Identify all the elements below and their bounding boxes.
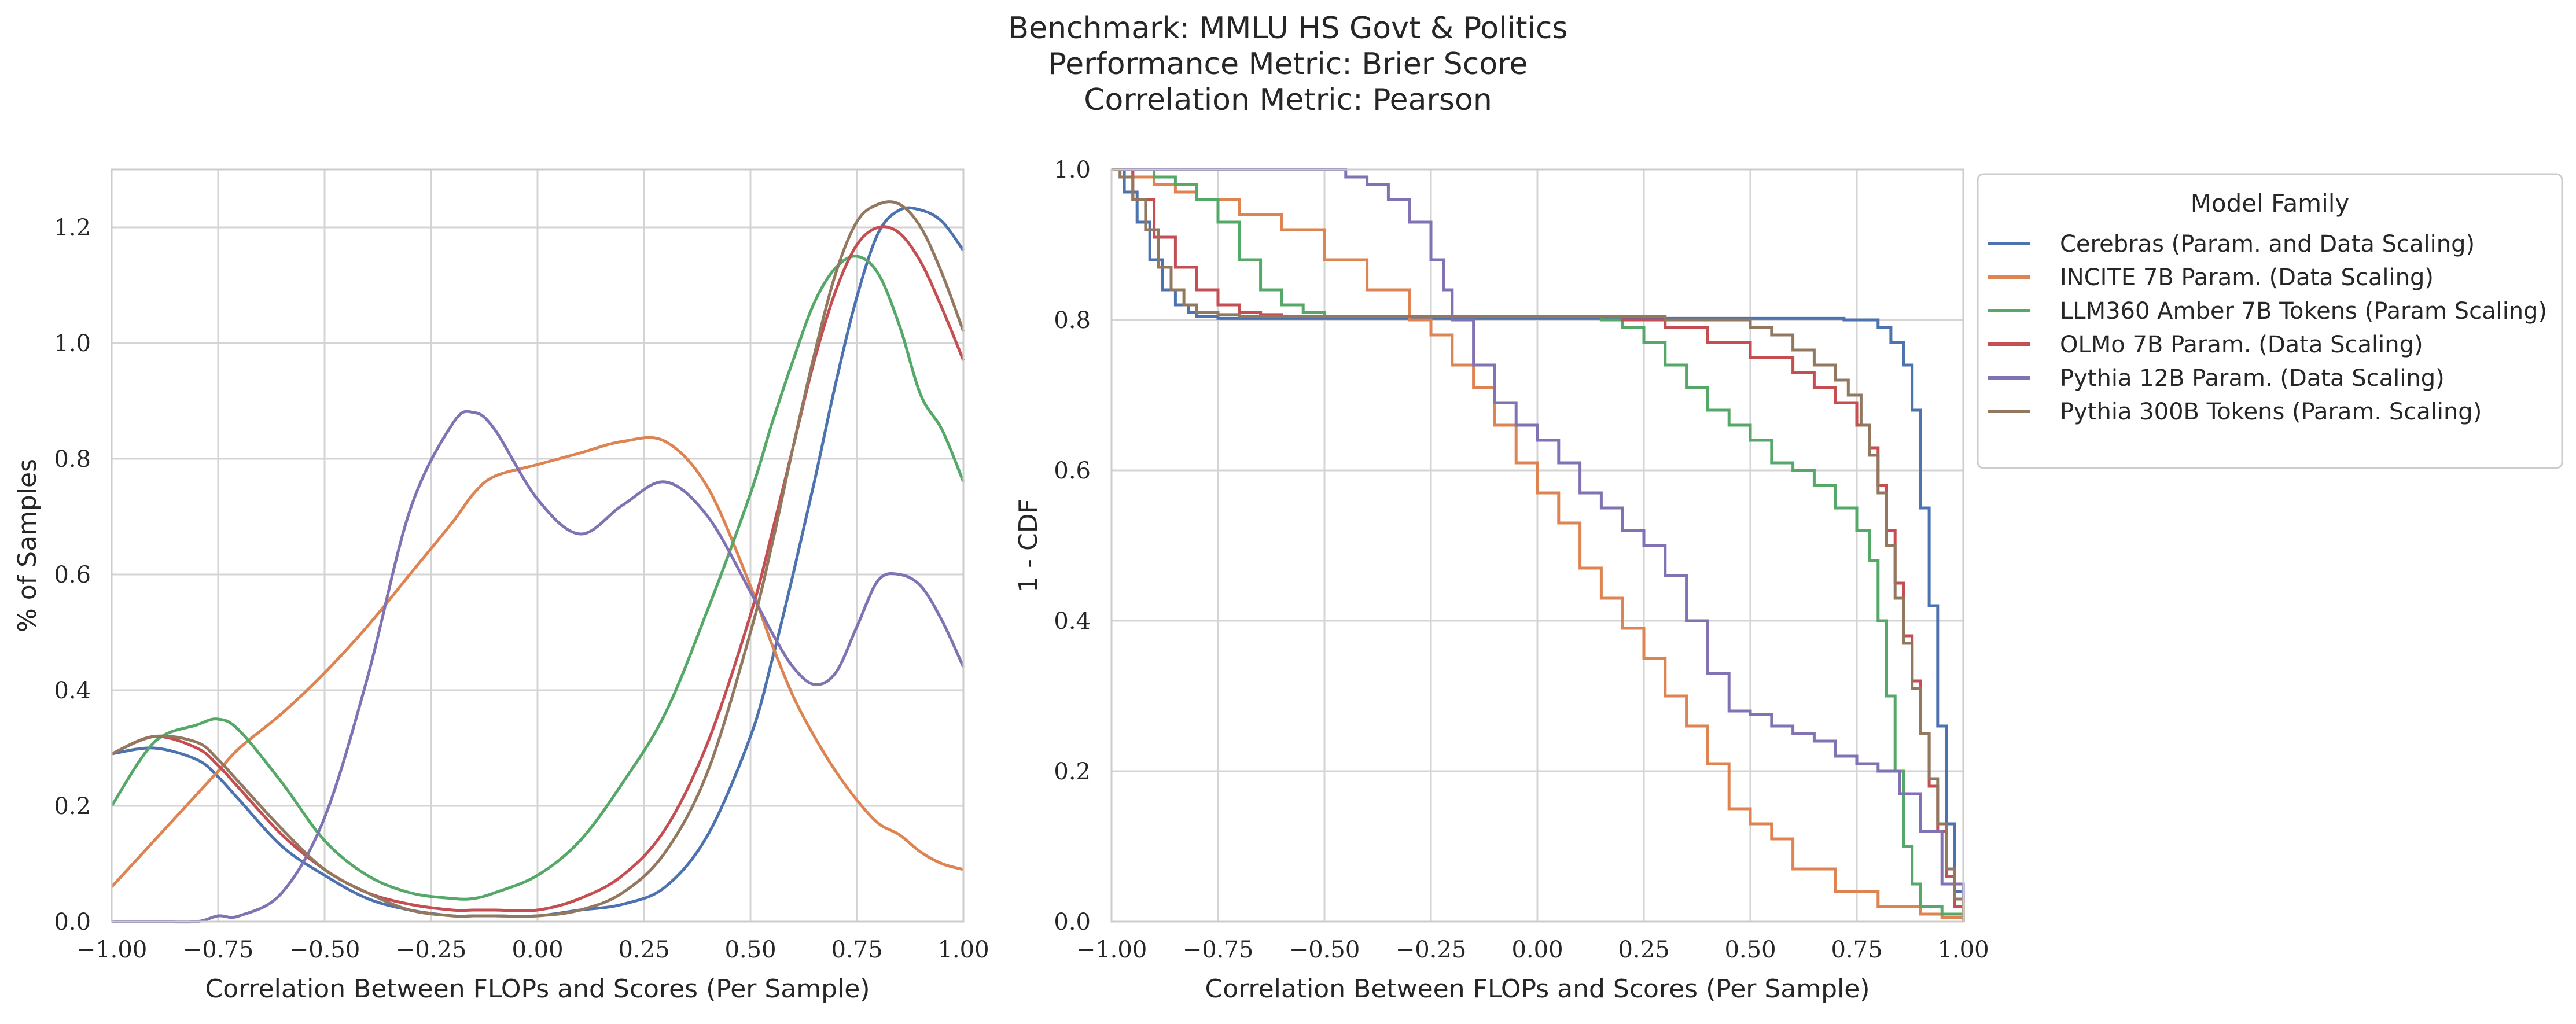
legend-label-cerebras-param-and-data-scaling: Cerebras (Param. and Data Scaling) xyxy=(2060,231,2475,257)
kde-x-tick-label: −0.50 xyxy=(289,937,360,963)
survival-y-tick-label: 0.6 xyxy=(1054,458,1091,484)
survival-line-pythia-300b-tokens-param-scaling xyxy=(1112,168,1965,922)
kde-y-tick-label: 0.0 xyxy=(54,909,91,935)
kde-x-tick-label: 0.00 xyxy=(511,937,563,963)
kde-line-incite-7b-param-data-scaling xyxy=(111,436,964,888)
survival-plot-frame xyxy=(1110,168,1964,923)
kde-x-tick-label: −1.00 xyxy=(76,937,148,963)
kde-x-tick-label: 0.75 xyxy=(831,937,882,963)
survival-x-tick-label: −1.00 xyxy=(1076,937,1147,963)
kde-x-ticks: −1.00 −0.75 −0.50 −0.25 0.00 0.25 0.50 0.75 1.00 xyxy=(76,937,989,963)
survival-grid xyxy=(1110,168,1964,923)
kde-y-tick-label: 0.2 xyxy=(54,793,91,820)
kde-y-tick-label: 1.0 xyxy=(54,330,91,357)
legend-title: Model Family xyxy=(2191,189,2350,218)
kde-y-tick-label: 0.8 xyxy=(54,446,91,473)
kde-y-tick-label: 1.2 xyxy=(54,215,91,241)
legend-box xyxy=(1977,173,2563,469)
survival-y-tick-label: 0.2 xyxy=(1054,758,1091,785)
survival-x-axis-label: Correlation Between FLOPs and Scores (Pe… xyxy=(1205,974,1870,1004)
kde-x-tick-label: 0.25 xyxy=(618,937,669,963)
survival-y-ticks: 0.0 0.2 0.4 0.6 0.8 1.0 xyxy=(1054,157,1091,935)
kde-y-tick-label: 0.4 xyxy=(54,677,91,704)
survival-x-tick-label: 1.00 xyxy=(1937,937,1989,963)
kde-chart: −1.00 −0.75 −0.50 −0.25 0.00 0.25 0.50 0.75 1.00… xyxy=(13,168,989,1004)
survival-x-ticks: −1.00 −0.75 −0.50 −0.25 0.00 0.25 0.50 0.75 1.00 xyxy=(1076,937,1989,963)
survival-x-tick-label: 0.00 xyxy=(1511,937,1563,963)
kde-line-pythia-12b-param-data-scaling xyxy=(111,410,965,924)
kde-grid xyxy=(111,170,965,923)
survival-y-axis-label: 1 - CDF xyxy=(1014,499,1043,592)
title-line-2: Performance Metric: Brier Score xyxy=(1048,47,1528,82)
kde-x-tick-label: −0.25 xyxy=(396,937,467,963)
survival-x-tick-label: 0.25 xyxy=(1618,937,1669,963)
legend: Model Family Cerebras (Param. and Data S… xyxy=(1977,173,2563,469)
legend-label-pythia-300b-tokens-param-scaling: Pythia 300B Tokens (Param. Scaling) xyxy=(2060,399,2482,425)
kde-y-axis-label: % of Samples xyxy=(13,459,42,632)
survival-x-tick-label: 0.50 xyxy=(1724,937,1776,963)
legend-label-incite-7b-param-data-scaling: INCITE 7B Param. (Data Scaling) xyxy=(2060,264,2434,291)
kde-x-tick-label: 1.00 xyxy=(937,937,989,963)
title-line-3: Correlation Metric: Pearson xyxy=(1084,83,1492,117)
survival-chart: −1.00 −0.75 −0.50 −0.25 0.00 0.25 0.50 0.75 1.00… xyxy=(1014,157,1989,1004)
legend-label-llm360-amber-7b-tokens-param-scaling: LLM360 Amber 7B Tokens (Param Scaling) xyxy=(2060,298,2547,325)
survival-line-cerebras-param-and-data-scaling xyxy=(1112,168,1965,922)
kde-x-tick-label: 0.50 xyxy=(724,937,776,963)
survival-line-pythia-12b-param-data-scaling xyxy=(1112,168,1965,922)
legend-entries: Cerebras (Param. and Data Scaling) INCITE… xyxy=(1988,231,2547,425)
kde-y-tick-label: 0.6 xyxy=(54,562,91,588)
kde-plot-frame xyxy=(111,168,965,923)
kde-x-tick-label: −0.75 xyxy=(183,937,254,963)
kde-y-ticks: 0.0 0.2 0.4 0.6 0.8 1.0 1.2 xyxy=(54,215,91,935)
legend-label-olmo-7b-param-data-scaling: OLMo 7B Param. (Data Scaling) xyxy=(2060,331,2423,358)
survival-x-tick-label: 0.75 xyxy=(1831,937,1882,963)
survival-y-tick-label: 0.8 xyxy=(1054,307,1091,334)
survival-x-tick-label: −0.50 xyxy=(1289,937,1360,963)
survival-y-tick-label: 1.0 xyxy=(1054,157,1091,183)
kde-lines xyxy=(110,200,965,924)
survival-line-llm360-amber-7b-tokens-param-scaling xyxy=(1112,168,1965,922)
title-line-1: Benchmark: MMLU HS Govt & Politics xyxy=(1008,11,1567,46)
kde-line-olmo-7b-param-data-scaling xyxy=(111,225,965,912)
legend-label-pythia-12b-param-data-scaling: Pythia 12B Param. (Data Scaling) xyxy=(2060,365,2445,392)
survival-y-tick-label: 0.0 xyxy=(1054,909,1091,935)
kde-line-cerebras-param-and-data-scaling xyxy=(111,206,965,918)
survival-lines xyxy=(1112,168,1965,922)
kde-line-llm360-amber-7b-tokens-param-scaling xyxy=(110,255,965,901)
figure-title: Benchmark: MMLU HS Govt & Politics Perfo… xyxy=(1008,11,1567,117)
kde-x-axis-label: Correlation Between FLOPs and Scores (Pe… xyxy=(205,974,870,1004)
survival-y-tick-label: 0.4 xyxy=(1054,608,1091,635)
kde-line-pythia-300b-tokens-param-scaling xyxy=(111,200,965,918)
survival-x-tick-label: −0.75 xyxy=(1183,937,1254,963)
survival-x-tick-label: −0.25 xyxy=(1396,937,1467,963)
survival-line-incite-7b-param-data-scaling xyxy=(1112,168,1965,922)
